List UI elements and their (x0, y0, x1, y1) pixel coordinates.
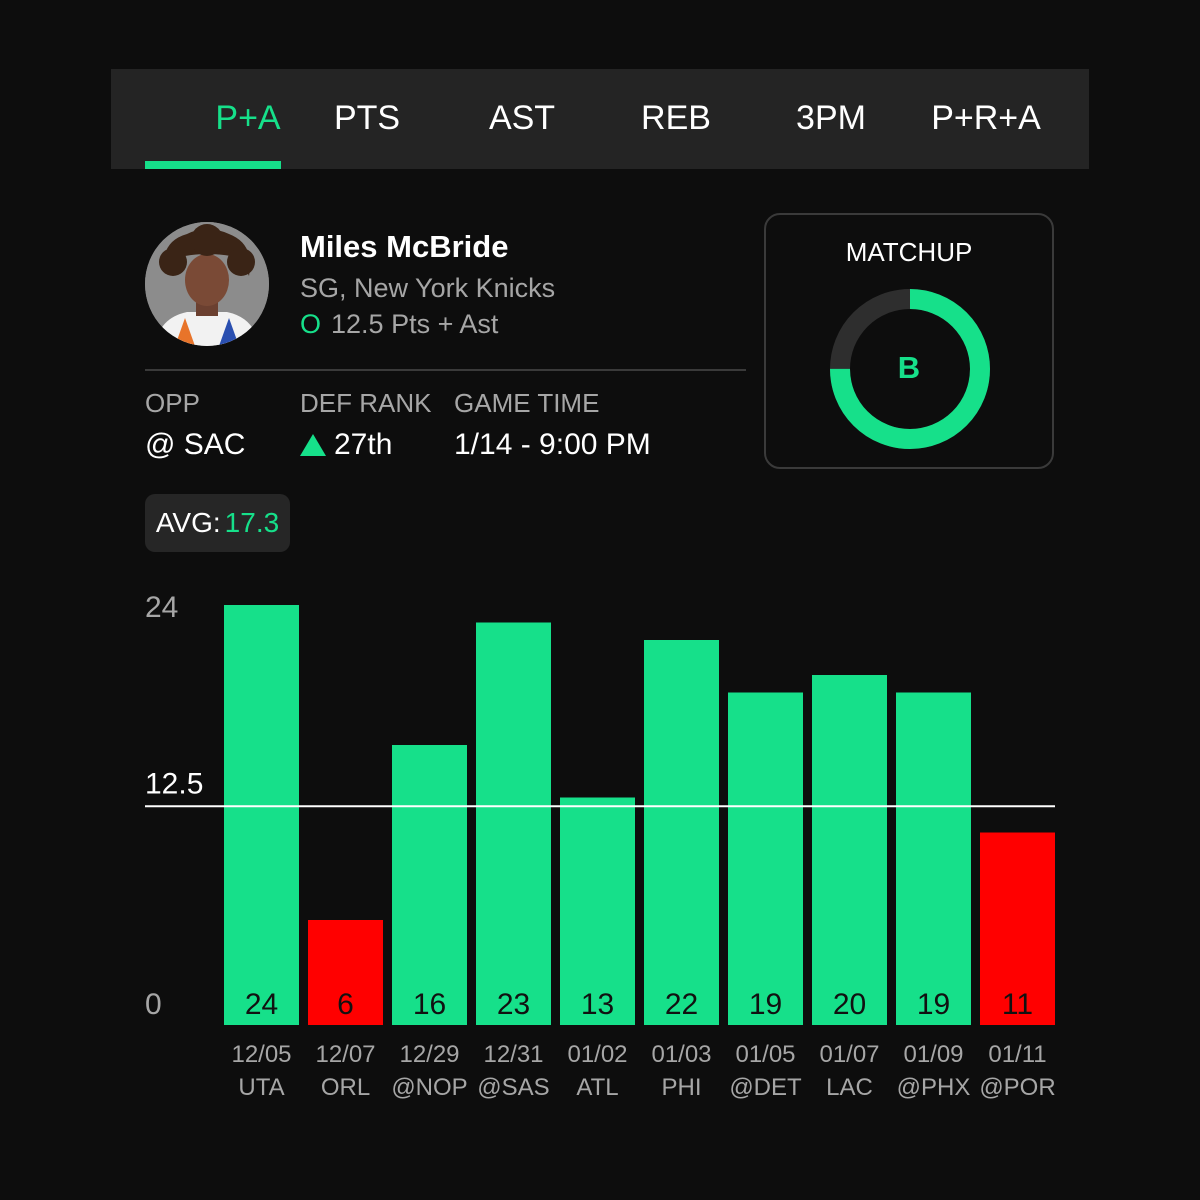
player-team: SG, New York Knicks (300, 273, 556, 303)
bar-value-label: 22 (665, 988, 698, 1021)
bar-value-label: 13 (581, 988, 614, 1021)
x-tick-date: 01/05 (735, 1041, 795, 1068)
x-tick-opponent: PHI (661, 1074, 701, 1101)
tab-p-r-a[interactable]: P+R+A (931, 98, 1041, 137)
bar-value-label: 19 (917, 988, 950, 1021)
bar (728, 692, 803, 1025)
player-name: Miles McBride (300, 229, 509, 264)
x-tick-date: 01/09 (903, 1041, 963, 1068)
matchup-grade: B (897, 350, 921, 385)
def-rank-text: 27th (334, 428, 393, 461)
bar (896, 692, 971, 1025)
avg-label: AVG: (155, 507, 221, 538)
matchup-title: MATCHUP (845, 237, 973, 267)
player-avatar (145, 222, 269, 346)
y-tick-label: 24 (145, 591, 178, 624)
bar-value-label: 19 (749, 988, 782, 1021)
avg-value: 17.3 (224, 507, 280, 538)
bar (392, 745, 467, 1025)
average-badge: AVG: 17.3 (145, 494, 290, 552)
x-tick-date: 01/02 (567, 1041, 627, 1068)
game-time-label: GAME TIME (454, 388, 600, 418)
bar-value-label: 23 (497, 988, 530, 1021)
bar-value-label: 24 (245, 988, 278, 1021)
tab-ast[interactable]: AST (488, 98, 556, 137)
matchup-ring-fill (830, 289, 990, 449)
bar (224, 605, 299, 1025)
x-tick-opponent: ORL (321, 1074, 370, 1101)
tab-p-a[interactable]: P+A (215, 98, 281, 137)
triangle-up-icon (300, 434, 326, 456)
prop-line-text: 12.5 Pts + Ast (331, 309, 499, 339)
stat-tabs: P+A PTS AST REB 3PM P+R+A (111, 69, 1089, 169)
opp-value: @ SAC (145, 428, 246, 461)
x-tick-opponent: LAC (826, 1074, 873, 1101)
tab-3pm[interactable]: 3PM (796, 98, 866, 137)
x-tick-date: 12/07 (315, 1041, 375, 1068)
x-tick-opponent: @DET (729, 1074, 802, 1101)
bar-value-label: 16 (413, 988, 446, 1021)
x-tick-opponent: @PHX (897, 1074, 971, 1101)
bar (980, 832, 1055, 1025)
x-tick-opponent: @NOP (391, 1074, 467, 1101)
def-rank-label: DEF RANK (300, 388, 432, 418)
divider (145, 369, 746, 371)
tab-pts[interactable]: PTS (333, 98, 401, 137)
bar-value-label: 11 (1002, 988, 1033, 1021)
bar-value-label: 6 (337, 988, 354, 1021)
x-tick-date: 12/31 (483, 1041, 543, 1068)
matchup-card: MATCHUP B (764, 213, 1054, 469)
x-tick-date: 12/29 (399, 1041, 459, 1068)
bar-value-label: 20 (833, 988, 866, 1021)
x-tick-opponent: UTA (238, 1074, 284, 1101)
bar (560, 797, 635, 1025)
player-photo-icon (145, 222, 269, 346)
player-prop-line: O 12.5 Pts + Ast (300, 309, 498, 340)
y-tick-label: 0 (145, 988, 162, 1021)
def-rank-value: 27th (300, 428, 392, 462)
bar (812, 675, 887, 1025)
x-tick-date: 01/03 (651, 1041, 711, 1068)
over-under-pick: O (300, 309, 322, 339)
x-tick-date: 12/05 (231, 1041, 291, 1068)
x-tick-date: 01/07 (819, 1041, 879, 1068)
tab-reb[interactable]: REB (641, 98, 711, 137)
bar (644, 640, 719, 1025)
x-tick-date: 01/11 (988, 1041, 1046, 1068)
matchup-ring (830, 289, 990, 449)
active-tab-indicator (145, 161, 281, 169)
game-time-value: 1/14 - 9:00 PM (454, 428, 651, 461)
opp-label: OPP (145, 388, 200, 418)
x-tick-opponent: @POR (979, 1074, 1055, 1101)
bar (308, 920, 383, 1025)
x-tick-opponent: @SAS (477, 1074, 549, 1101)
x-tick-opponent: ATL (576, 1074, 618, 1101)
y-tick-label: 12.5 (145, 767, 203, 800)
bar (476, 622, 551, 1025)
